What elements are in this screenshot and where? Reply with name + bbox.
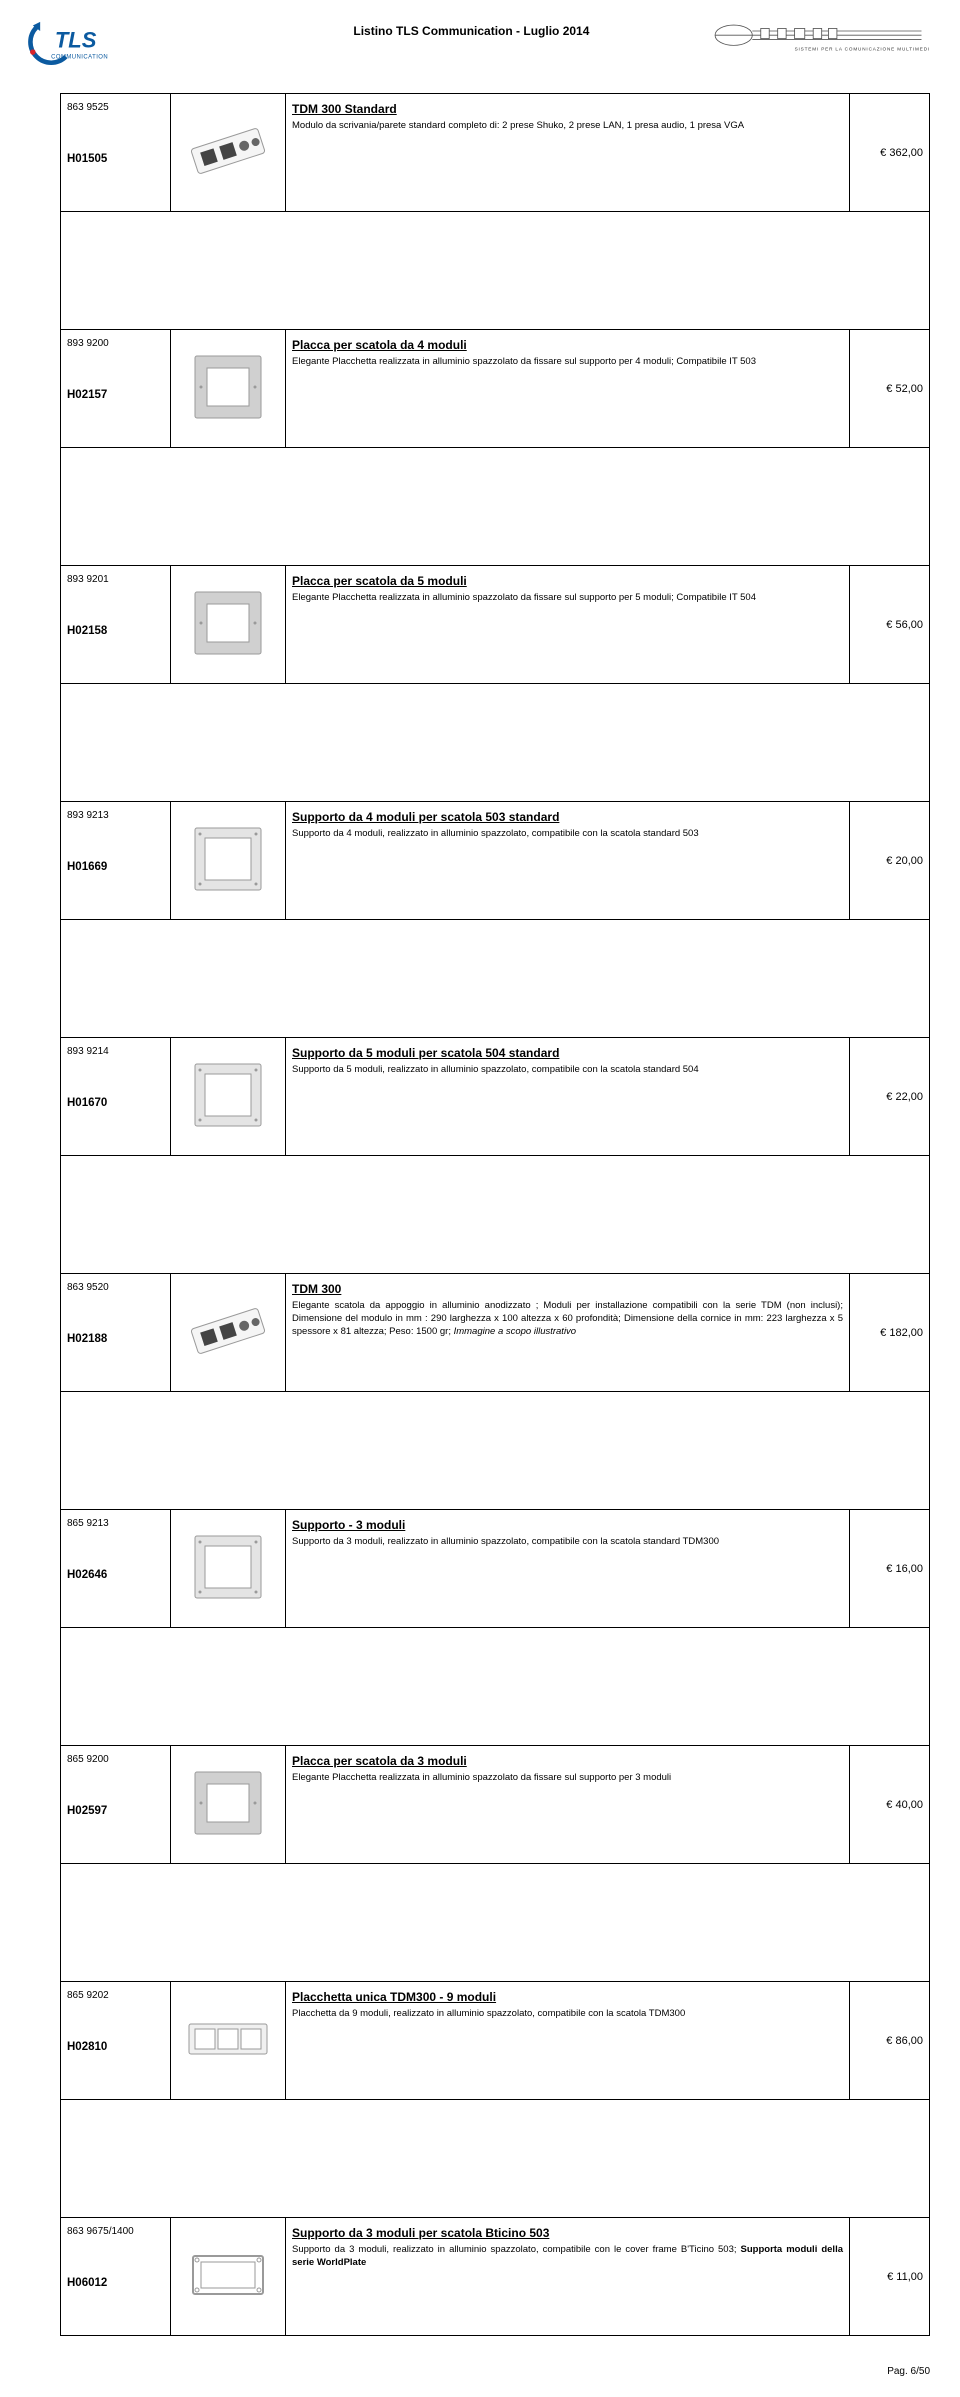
row-gap xyxy=(61,920,930,1038)
product-thumb xyxy=(171,802,286,920)
product-desc: Supporto da 3 moduli, realizzato in allu… xyxy=(292,1536,843,1549)
product-sku: 893 9201 xyxy=(67,574,164,585)
product-price: € 182,00 xyxy=(850,1274,930,1392)
product-thumb xyxy=(171,1982,286,2100)
product-thumb xyxy=(171,566,286,684)
product-desc: Elegante scatola da appoggio in allumini… xyxy=(292,1300,843,1338)
row-gap xyxy=(61,2100,930,2218)
product-title: Supporto da 3 moduli per scatola Bticino… xyxy=(292,2226,843,2240)
product-sku: 893 9214 xyxy=(67,1046,164,1057)
product-sku: 865 9200 xyxy=(67,1754,164,1765)
product-id: H01505 xyxy=(67,153,107,165)
row-gap xyxy=(61,1156,930,1274)
product-sku: 893 9213 xyxy=(67,810,164,821)
product-thumb xyxy=(171,330,286,448)
product-sku: 863 9520 xyxy=(67,1282,164,1293)
product-desc: Elegante Placchetta realizzata in allumi… xyxy=(292,592,843,605)
product-price: € 86,00 xyxy=(850,1982,930,2100)
product-title: Placca per scatola da 5 moduli xyxy=(292,574,843,588)
page-header: TLS COMMUNICATION Listino TLS Communicat… xyxy=(60,20,930,75)
row-gap xyxy=(61,684,930,802)
logo-left: TLS COMMUNICATION xyxy=(20,20,130,75)
product-id: H02158 xyxy=(67,625,107,637)
product-thumb xyxy=(171,94,286,212)
product-id: H02157 xyxy=(67,389,107,401)
product-thumb xyxy=(171,1510,286,1628)
logo-right: SISTEMI PER LA COMUNICAZIONE MULTIMEDIAL… xyxy=(710,20,930,60)
product-id: H06012 xyxy=(67,2277,107,2289)
product-price: € 11,00 xyxy=(850,2218,930,2336)
product-id: H02810 xyxy=(67,2041,107,2053)
svg-text:SISTEMI PER LA COMUNICAZIONE M: SISTEMI PER LA COMUNICAZIONE MULTIMEDIAL… xyxy=(795,46,930,51)
row-gap xyxy=(61,212,930,330)
product-desc: Placchetta da 9 moduli, realizzato in al… xyxy=(292,2008,843,2021)
product-price: € 20,00 xyxy=(850,802,930,920)
row-gap xyxy=(61,448,930,566)
product-sku: 865 9213 xyxy=(67,1518,164,1529)
product-price: € 22,00 xyxy=(850,1038,930,1156)
table-row: 893 9214 H01670 Supporto da 5 moduli per s… xyxy=(61,1038,930,1156)
product-desc: Supporto da 5 moduli, realizzato in allu… xyxy=(292,1064,843,1077)
product-desc: Modulo da scrivania/parete standard comp… xyxy=(292,120,843,133)
table-row: 865 9200 H02597 Placca per scatola da 3 mo… xyxy=(61,1746,930,1864)
product-id: H02597 xyxy=(67,1805,107,1817)
table-row: 865 9213 H02646 Supporto - 3 moduli Support… xyxy=(61,1510,930,1628)
logo-text-top: TLS xyxy=(55,28,97,53)
product-price: € 52,00 xyxy=(850,330,930,448)
product-id: H02188 xyxy=(67,1333,107,1345)
product-sku: 863 9525 xyxy=(67,102,164,113)
product-price: € 40,00 xyxy=(850,1746,930,1864)
product-title: Supporto - 3 moduli xyxy=(292,1518,843,1532)
product-thumb xyxy=(171,1746,286,1864)
product-table: 863 9525 H01505 TDM 300 Standard Modulo da … xyxy=(60,93,930,2336)
product-title: Placca per scatola da 3 moduli xyxy=(292,1754,843,1768)
row-gap xyxy=(61,1392,930,1510)
table-row: 863 9675/1400 H06012 Supporto da 3 moduli … xyxy=(61,2218,930,2336)
product-sku: 863 9675/1400 xyxy=(67,2226,164,2237)
table-row: 863 9525 H01505 TDM 300 Standard Modulo da … xyxy=(61,94,930,212)
product-desc: Elegante Placchetta realizzata in allumi… xyxy=(292,1772,843,1785)
table-row: 863 9520 H02188 TDM 300 Elegante scatola da… xyxy=(61,1274,930,1392)
product-thumb xyxy=(171,1038,286,1156)
product-price: € 362,00 xyxy=(850,94,930,212)
page-title: Listino TLS Communication - Luglio 2014 xyxy=(353,24,589,38)
product-thumb xyxy=(171,2218,286,2336)
page-footer: Pag. 6/50 xyxy=(60,2366,930,2377)
product-title: TDM 300 Standard xyxy=(292,102,843,116)
product-title: Supporto da 5 moduli per scatola 504 sta… xyxy=(292,1046,843,1060)
table-row: 865 9202 H02810 Placchetta unica TDM300 - … xyxy=(61,1982,930,2100)
product-sku: 893 9200 xyxy=(67,338,164,349)
product-title: Placchetta unica TDM300 - 9 moduli xyxy=(292,1990,843,2004)
product-title: Supporto da 4 moduli per scatola 503 sta… xyxy=(292,810,843,824)
product-thumb xyxy=(171,1274,286,1392)
product-id: H02646 xyxy=(67,1569,107,1581)
table-row: 893 9201 H02158 Placca per scatola da 5 mo… xyxy=(61,566,930,684)
row-gap xyxy=(61,1864,930,1982)
table-row: 893 9213 H01669 Supporto da 4 moduli per s… xyxy=(61,802,930,920)
product-id: H01669 xyxy=(67,861,107,873)
product-desc: Supporto da 3 moduli, realizzato in allu… xyxy=(292,2244,843,2270)
product-price: € 56,00 xyxy=(850,566,930,684)
row-gap xyxy=(61,1628,930,1746)
product-price: € 16,00 xyxy=(850,1510,930,1628)
product-id: H01670 xyxy=(67,1097,107,1109)
product-desc: Supporto da 4 moduli, realizzato in allu… xyxy=(292,828,843,841)
product-title: Placca per scatola da 4 moduli xyxy=(292,338,843,352)
logo-text-bottom: COMMUNICATION xyxy=(51,55,108,61)
product-title: TDM 300 xyxy=(292,1282,843,1296)
table-row: 893 9200 H02157 Placca per scatola da 4 mo… xyxy=(61,330,930,448)
product-sku: 865 9202 xyxy=(67,1990,164,2001)
product-desc: Elegante Placchetta realizzata in allumi… xyxy=(292,356,843,369)
